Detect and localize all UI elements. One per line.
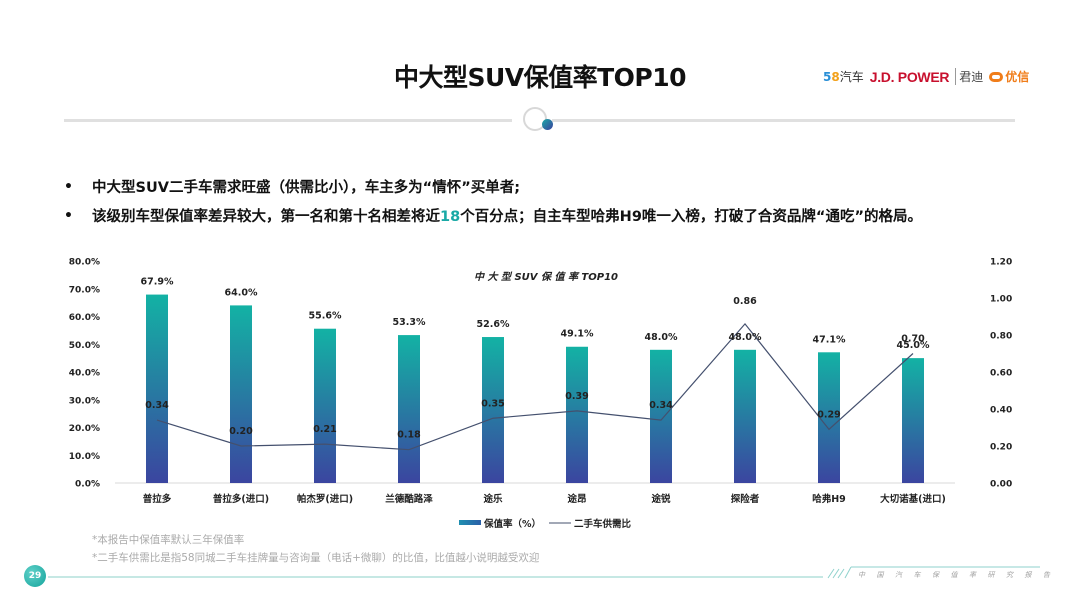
bar-data-label: 49.1% [561,329,594,340]
y-left-tick-label: 50.0% [69,341,100,351]
x-category-label: 探险者 [731,493,760,505]
y-left-tick-label: 20.0% [69,424,100,434]
y-left-tick-label: 80.0% [69,258,100,268]
y-right-tick-label: 1.00 [990,295,1012,305]
x-category-label: 普拉多(进口) [213,493,269,505]
bar-retention-rate [230,305,252,483]
logo-jd-power: J.D. POWER [869,68,950,85]
y-right-tick-label: 0.20 [990,443,1012,453]
bar-retention-rate [566,346,588,483]
key-findings: • 中大型SUV二手车需求旺盛（供需比小），车主多为“情怀”买单者; • 该级别… [64,172,922,230]
logo-58-auto: 58汽车 [823,70,864,84]
bar-retention-rate [146,294,168,483]
youxin-mark-icon [989,71,1004,82]
bar-retention-rate [482,337,504,483]
bar-data-label: 67.9% [141,277,174,288]
legend-bar-label: 保值率（%） [483,518,541,530]
line-data-label: 0.70 [901,334,925,345]
line-data-label: 0.86 [733,296,757,307]
title-divider-left [64,119,512,122]
x-category-label: 哈弗H9 [812,493,846,505]
y-left-tick-label: 40.0% [69,369,100,379]
y-right-tick-label: 0.00 [990,480,1012,490]
bullet-text: 中大型SUV二手车需求旺盛（供需比小），车主多为“情怀”买单者; [92,180,521,196]
line-data-label: 0.39 [565,391,588,402]
bar-retention-rate [314,328,336,483]
y-left-tick-label: 10.0% [69,452,100,462]
bar-retention-rate [734,349,756,483]
bar-data-label: 45.0% [897,340,930,351]
bar-data-label: 47.1% [813,334,846,345]
bar-data-label: 52.6% [477,319,510,330]
footnote-retention: *本报告中保值率默认三年保值率 [92,534,245,546]
bullet-item: • 该级别车型保值率差异较大，第一名和第十名相差将近18个百分点；自主车型哈弗H… [64,201,922,230]
bullet-dot-icon: • [64,178,73,195]
logo-junxun: 君迪 [955,68,983,85]
y-right-tick-label: 0.80 [990,332,1012,342]
bar-data-label: 53.3% [393,317,426,328]
y-left-tick-label: 0.0% [75,480,100,490]
line-supply-demand-ratio [156,322,914,451]
divider-dot-icon [542,119,553,130]
line-data-label: 0.34 [145,400,169,411]
page-title: 中大型SUV保值率TOP10 [393,63,687,92]
legend-bar-swatch [459,520,481,525]
y-right-tick-label: 1.20 [990,258,1012,268]
chart-legend: 保值率（%） 二手车供需比 [459,518,632,530]
chart-title: 中 大 型 SUV 保 值 率 TOP10 [474,271,618,283]
line-data-label: 0.29 [817,409,840,420]
bullet-text: 该级别车型保值率差异较大，第一名和第十名相差将近18个百分点；自主车型哈弗H9唯… [92,209,922,225]
line-data-label: 0.18 [397,430,421,441]
retention-rate-chart: 中 大 型 SUV 保 值 率 TOP10 0.0% 10.0% 20.0% 30.0… [69,258,1012,531]
page-number-badge: 29 [24,565,46,587]
y-right-tick-label: 0.40 [990,406,1012,416]
y-left-tick-label: 70.0% [69,285,100,295]
x-category-label: 途锐 [651,493,671,505]
x-category-label: 大切诺基(进口) [880,493,946,505]
bar-data-label: 64.0% [225,287,258,298]
partner-logos: 58汽车 J.D. POWER 君迪 优信 [823,68,1029,85]
x-category-label: 兰德酷路泽 [385,493,433,505]
bullet-dot-icon: • [64,207,73,224]
y-left-tick-label: 30.0% [69,396,100,406]
x-category-label: 途昂 [567,493,586,505]
bar-retention-rate [650,349,672,483]
footnote-supply-demand: *二手车供需比是指58同城二手车挂牌量与咨询量（电话+微聊）的比值，比值越小说明… [92,552,540,564]
footer-line [48,566,1040,579]
y-right-tick-label: 0.60 [990,369,1012,379]
x-category-label: 帕杰罗(进口) [297,493,353,505]
footer-report-name: 中国汽车保值率研究报告 [858,571,1062,579]
bar-data-label: 48.0% [729,332,762,343]
x-category-label: 普拉多 [143,493,172,505]
bar-data-label: 48.0% [645,332,678,343]
highlight-number: 18 [440,209,461,225]
line-data-label: 0.20 [229,426,253,437]
legend-line-label: 二手车供需比 [574,518,632,530]
bullet-item: • 中大型SUV二手车需求旺盛（供需比小），车主多为“情怀”买单者; [64,172,922,201]
bar-retention-rate [902,358,924,483]
bar-data-label: 55.6% [309,311,342,322]
line-data-label: 0.35 [481,398,504,409]
line-data-label: 0.21 [313,424,336,435]
x-category-label: 途乐 [483,493,503,505]
bar-retention-rate [818,352,840,483]
logo-youxin: 优信 [989,68,1029,85]
bar-retention-rate [398,335,420,483]
title-divider-right [552,119,1015,122]
y-left-tick-label: 60.0% [69,313,100,323]
line-data-label: 0.34 [649,400,673,411]
